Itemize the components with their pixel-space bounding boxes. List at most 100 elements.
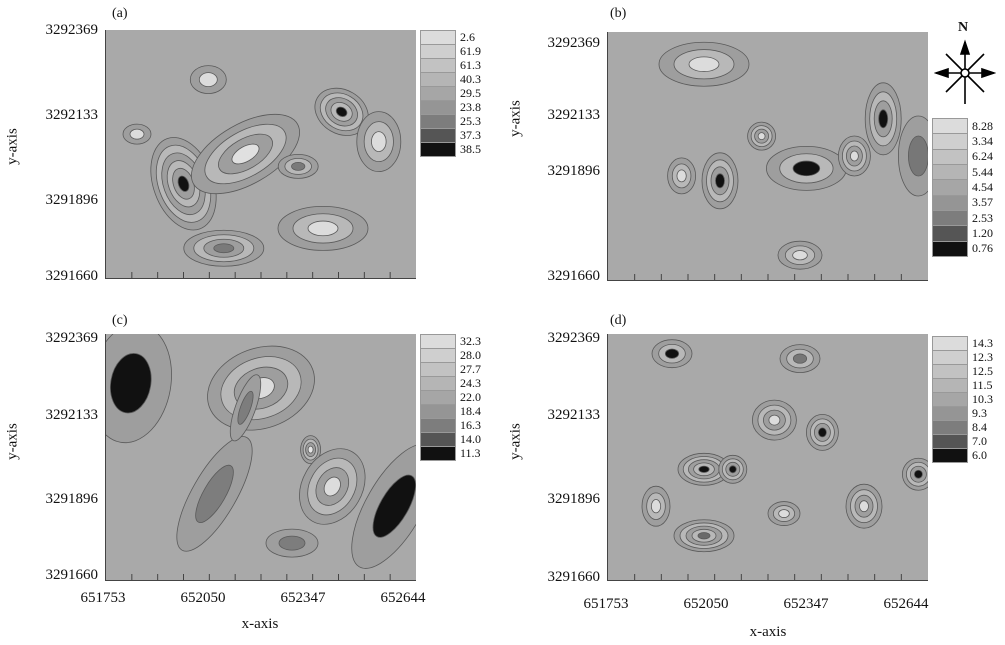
x-tick-label: 652644 bbox=[883, 596, 929, 612]
legend-label: 3.34 bbox=[972, 134, 993, 148]
legend-swatch bbox=[420, 362, 456, 377]
contour-ring bbox=[307, 220, 339, 237]
legend-swatch bbox=[420, 418, 456, 433]
legend-label: 2.53 bbox=[972, 210, 993, 225]
legend-label: 24.3 bbox=[460, 376, 481, 390]
legend-label: 61.3 bbox=[460, 58, 481, 72]
legend-swatch bbox=[420, 334, 456, 349]
legend-label: 2.6 bbox=[460, 30, 475, 44]
legend-swatch bbox=[420, 432, 456, 447]
contour-ring bbox=[278, 535, 306, 551]
legend-swatch bbox=[420, 72, 456, 87]
legend-label: 32.3 bbox=[460, 334, 481, 348]
y-tick-label: 3291896 bbox=[45, 192, 99, 208]
contour-ring bbox=[110, 353, 152, 414]
contour-ring bbox=[849, 150, 859, 162]
contour-ring bbox=[231, 143, 260, 165]
legend-label: 6.0 bbox=[972, 448, 987, 462]
y-tick-label: 3292133 bbox=[45, 407, 99, 423]
contour-ring bbox=[291, 161, 306, 171]
contour-ring bbox=[688, 56, 720, 72]
legend-label: 25.3 bbox=[460, 114, 481, 128]
contour-ring bbox=[913, 469, 923, 479]
contour-map-d bbox=[607, 334, 928, 581]
legend-label: 22.0 bbox=[460, 390, 481, 404]
y-tick-label: 3292133 bbox=[45, 107, 99, 123]
y-axis-label: y-axis bbox=[507, 423, 524, 460]
legend-swatch bbox=[420, 86, 456, 101]
legend-label: 1.20 bbox=[972, 226, 993, 240]
contour-ring bbox=[768, 414, 781, 426]
legend-swatch bbox=[420, 44, 456, 59]
legend-b: 8.28 3.34 6.24 5.44 4.54 3.57 2.53 1.20 0.76 bbox=[932, 118, 993, 257]
contour-ring bbox=[177, 175, 190, 192]
legend-a: 2.6 61.9 61.3 40.3 29.5 23.8 25.3 37.3 38.5 bbox=[420, 30, 481, 157]
legend-swatch bbox=[932, 406, 968, 421]
legend-label: 12.3 bbox=[972, 350, 993, 364]
x-axis-label: x-axis bbox=[241, 616, 279, 632]
y-tick-label: 3292133 bbox=[547, 407, 601, 423]
contour-field bbox=[634, 339, 928, 580]
contour-ring bbox=[323, 476, 341, 497]
contour-ring bbox=[198, 72, 218, 87]
legend-swatch bbox=[932, 164, 968, 181]
legend-swatch bbox=[420, 446, 456, 461]
y-tick-label: 3292369 bbox=[547, 35, 601, 51]
y-tick-label: 3291896 bbox=[547, 491, 601, 507]
contour-ring bbox=[676, 169, 687, 183]
y-tick-label: 3292369 bbox=[547, 330, 601, 346]
legend-swatch bbox=[932, 434, 968, 449]
legend-swatch bbox=[420, 100, 456, 115]
legend-label: 23.8 bbox=[460, 100, 481, 114]
y-tick-label: 3291660 bbox=[45, 268, 99, 284]
contour-map-c bbox=[105, 334, 416, 581]
contour-ring bbox=[878, 109, 889, 129]
legend-swatch bbox=[420, 348, 456, 363]
x-tick-label: 651753 bbox=[583, 596, 629, 612]
legend-label: 3.57 bbox=[972, 195, 993, 210]
north-label: N bbox=[958, 20, 969, 35]
contour-ring bbox=[792, 160, 821, 177]
legend-label: 40.3 bbox=[460, 72, 481, 86]
contour-ring bbox=[372, 474, 416, 538]
x-axis-label: x-axis bbox=[749, 624, 787, 640]
x-tick-label: 651753 bbox=[80, 590, 126, 606]
y-tick-label: 3292369 bbox=[45, 330, 99, 346]
legend-c: 32.3 28.0 27.7 24.3 22.0 18.4 16.3 14.0 11.3 bbox=[420, 334, 481, 461]
contour-ring bbox=[213, 243, 235, 254]
contour-ring bbox=[697, 532, 711, 540]
contour-ring bbox=[307, 445, 314, 454]
legend-label: 10.3 bbox=[972, 392, 993, 406]
x-tick-label: 652644 bbox=[380, 590, 426, 606]
legend-label: 8.4 bbox=[972, 420, 987, 434]
legend-swatch bbox=[932, 210, 968, 227]
legend-label: 0.76 bbox=[972, 241, 993, 256]
legend-swatch bbox=[932, 392, 968, 407]
legend-label: 7.0 bbox=[972, 434, 987, 448]
y-axis-label: y-axis bbox=[507, 100, 524, 137]
contour-ring bbox=[792, 250, 808, 261]
legend-label: 16.3 bbox=[460, 418, 481, 432]
legend-label: 14.3 bbox=[972, 336, 993, 350]
legend-label: 11.5 bbox=[972, 378, 993, 392]
contour-ring bbox=[698, 465, 710, 473]
legend-label: 8.28 bbox=[972, 118, 993, 133]
legend-swatch bbox=[420, 390, 456, 405]
y-tick-label: 3291896 bbox=[45, 491, 99, 507]
contour-map-b bbox=[607, 32, 928, 281]
legend-label: 38.5 bbox=[460, 142, 481, 156]
legend-label: 28.0 bbox=[460, 348, 481, 362]
legend-label: 27.7 bbox=[460, 362, 481, 376]
legend-swatch bbox=[932, 179, 968, 196]
contour-ring bbox=[195, 464, 234, 523]
contour-ring bbox=[650, 499, 662, 514]
y-axis-label: y-axis bbox=[4, 423, 21, 460]
legend-label: 5.44 bbox=[972, 164, 993, 179]
legend-swatch bbox=[932, 378, 968, 393]
y-tick-label: 3291896 bbox=[547, 163, 601, 179]
legend-label: 37.3 bbox=[460, 128, 481, 142]
legend-swatch bbox=[932, 448, 968, 463]
legend-label: 12.5 bbox=[972, 364, 993, 378]
contour-map-a bbox=[105, 30, 416, 279]
x-tick-label: 652050 bbox=[683, 596, 729, 612]
